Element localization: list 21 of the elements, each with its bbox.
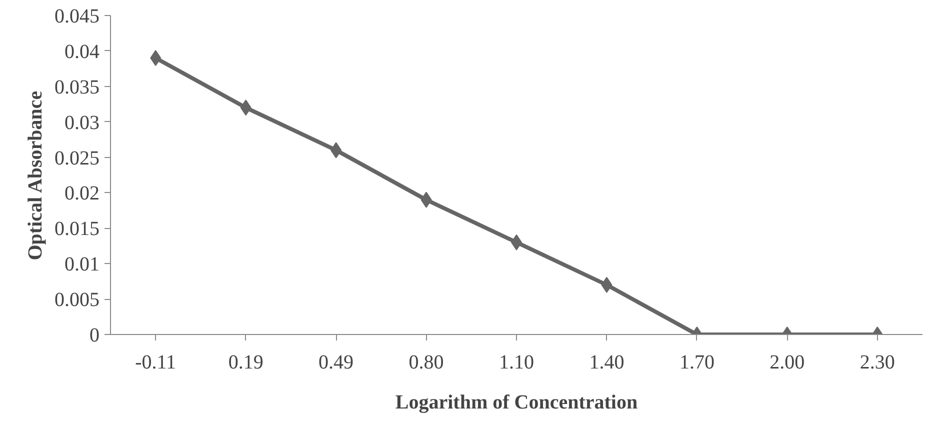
x-tick-label: 1.70 (679, 352, 714, 374)
x-tick-label: 0.19 (228, 352, 264, 374)
x-tick-label: 2.00 (770, 352, 805, 374)
y-tick-label: 0.03 (64, 112, 100, 134)
y-tick-label: 0.005 (54, 289, 100, 312)
x-axis-title: Logarithm of Concentration (395, 392, 638, 414)
x-tick-label: 2.30 (860, 352, 895, 374)
x-tick-label: 0.49 (318, 352, 354, 374)
y-axis-title: Optical Absorbance (24, 90, 46, 260)
y-tick-label: 0.01 (64, 254, 100, 276)
x-tick-label: 0.80 (408, 352, 444, 374)
y-tick-label: 0.015 (54, 218, 100, 240)
x-tick-label: -0.11 (135, 352, 176, 374)
y-tick-label: 0.045 (54, 6, 100, 28)
y-tick-label: 0.025 (54, 147, 100, 170)
x-tick-label: 1.10 (499, 352, 534, 374)
x-tick-label: 1.40 (589, 352, 624, 374)
y-tick-label: 0.035 (54, 76, 100, 98)
y-tick-label: 0.04 (64, 40, 100, 63)
y-tick-label: 0.02 (64, 182, 100, 205)
y-tick-label: 0 (90, 324, 100, 346)
